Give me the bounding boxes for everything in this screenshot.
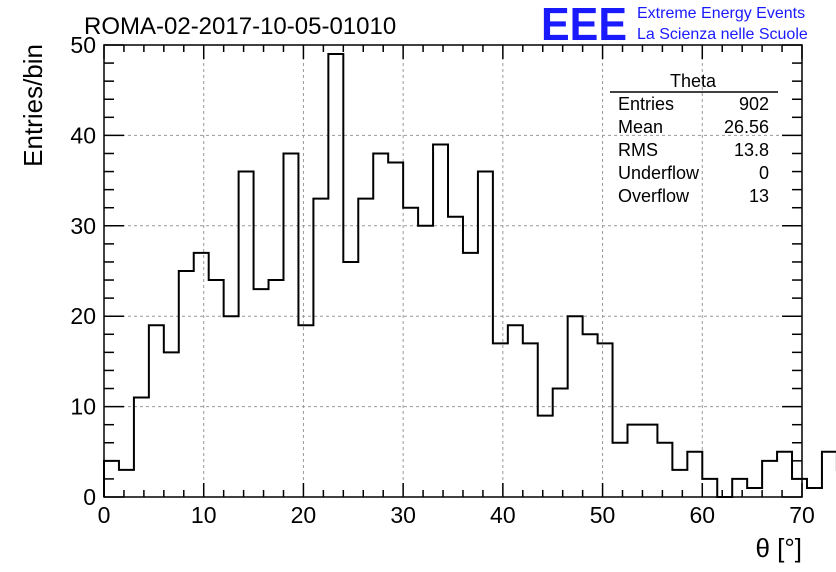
histogram-bin — [343, 262, 358, 497]
stats-label: Mean — [618, 117, 663, 137]
histogram-bin — [448, 217, 463, 497]
histogram-bin — [583, 334, 598, 497]
stats-value: 0 — [759, 163, 769, 183]
histogram-bin — [792, 479, 807, 497]
x-tick-label: 30 — [390, 502, 416, 528]
y-tick-label: 30 — [70, 213, 96, 239]
axis-ticks — [103, 44, 803, 498]
histogram-bin — [523, 343, 538, 497]
histogram-bin — [149, 325, 164, 497]
stats-label: Overflow — [618, 186, 690, 206]
histogram-bin — [164, 352, 179, 497]
histogram-bin — [762, 461, 777, 497]
stats-value: 902 — [739, 94, 769, 114]
histogram-bin — [538, 416, 553, 497]
histogram-bin — [283, 153, 298, 497]
y-tick-label: 50 — [70, 32, 96, 58]
y-tick-labels: 0 10 20 30 40 50 — [70, 32, 96, 510]
histogram-bin — [642, 425, 657, 497]
x-tick-labels: 0 10 20 30 40 50 60 70 — [98, 502, 815, 528]
histogram-outline — [103, 53, 836, 498]
stats-value: 26.56 — [724, 117, 769, 137]
histogram-bin — [313, 199, 328, 497]
histogram-bin — [179, 271, 194, 497]
x-tick-label: 0 — [98, 502, 111, 528]
histogram-bin — [822, 452, 836, 497]
histogram-bin — [732, 479, 747, 497]
y-tick-label: 40 — [70, 122, 96, 148]
x-tick-label: 40 — [490, 502, 516, 528]
histogram-bin — [672, 470, 687, 497]
histogram-bin — [598, 343, 613, 497]
stats-label: Underflow — [618, 163, 700, 183]
x-axis-label: θ [°] — [755, 533, 802, 563]
histogram-bin — [298, 325, 313, 497]
histogram-bin — [553, 389, 568, 497]
x-tick-label: 10 — [191, 502, 217, 528]
logo-line-2: La Scienza nelle Scuole — [637, 26, 808, 43]
histogram-bin — [358, 199, 373, 497]
histogram-bin — [747, 488, 762, 497]
x-tick-label: 60 — [689, 502, 715, 528]
stats-value: 13.8 — [734, 140, 769, 160]
stats-label: RMS — [618, 140, 658, 160]
histogram-bin — [373, 153, 388, 497]
logo-line-1: Extreme Energy Events — [637, 5, 805, 22]
eee-logo: EEE — [541, 0, 627, 50]
histogram-bin — [418, 226, 433, 497]
x-tick-label: 20 — [291, 502, 317, 528]
histogram-bin — [702, 479, 717, 497]
histogram-bin — [254, 289, 269, 497]
histogram-bin — [657, 443, 672, 497]
histogram-bin — [194, 253, 209, 497]
x-tick-label: 50 — [590, 502, 616, 528]
histogram-bin — [328, 54, 343, 497]
histogram-bin — [209, 280, 224, 497]
run-title: ROMA-02-2017-10-05-01010 — [84, 13, 396, 40]
stats-value: 13 — [749, 186, 769, 206]
histogram-bin — [508, 325, 523, 497]
y-tick-label: 0 — [83, 484, 96, 510]
histogram-bin — [134, 398, 149, 497]
histogram-bin — [239, 172, 254, 497]
grid-lines — [104, 45, 802, 497]
y-tick-label: 10 — [70, 394, 96, 420]
histogram-bin — [777, 452, 792, 497]
histogram-bin — [388, 163, 403, 497]
histogram-bin — [403, 208, 418, 497]
histogram-bin — [687, 452, 702, 497]
plot-frame — [103, 44, 803, 498]
stats-title: Theta — [670, 71, 717, 91]
y-axis-label: Entries/bin — [18, 44, 48, 167]
histogram-bin — [119, 470, 134, 497]
histogram-bin — [628, 425, 643, 497]
histogram-bin — [433, 144, 448, 497]
histogram-bin — [463, 253, 478, 497]
histogram-bin — [613, 443, 628, 497]
stats-box: Theta Entries 902 Mean 26.56 RMS 13.8 Un… — [610, 71, 778, 206]
histogram-bin — [269, 280, 284, 497]
x-tick-label: 70 — [789, 502, 815, 528]
histogram-bin — [478, 172, 493, 497]
histogram-bin — [493, 343, 508, 497]
stats-label: Entries — [618, 94, 674, 114]
y-tick-label: 20 — [70, 303, 96, 329]
histogram-bin — [807, 488, 822, 497]
